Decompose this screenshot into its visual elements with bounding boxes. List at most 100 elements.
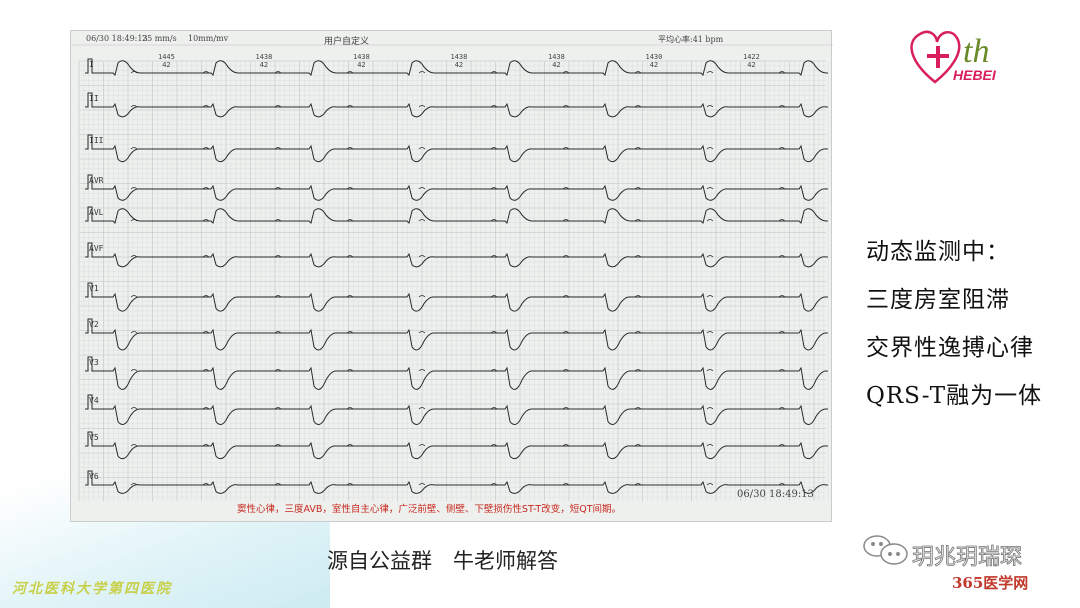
p-wave — [346, 444, 354, 447]
p-wave — [130, 147, 138, 150]
p-wave — [202, 105, 210, 108]
p-wave — [130, 407, 138, 410]
p-wave — [130, 255, 138, 258]
p-wave — [274, 331, 282, 334]
p-wave — [634, 331, 642, 334]
rr-hr: 42 — [357, 61, 366, 69]
svg-text:th: th — [963, 33, 989, 70]
rr-interval-label: 1422 42 — [743, 53, 760, 69]
p-wave — [634, 483, 642, 486]
p-wave — [202, 331, 210, 334]
ecg-trace-avl — [85, 206, 828, 224]
rr-ms: 1445 — [158, 53, 175, 61]
ecg-end-datetime: 06/30 18:49:13 — [737, 489, 814, 500]
rr-interval-label: 1438 42 — [353, 53, 370, 69]
p-wave — [490, 444, 498, 447]
p-wave — [130, 369, 138, 372]
p-wave — [274, 295, 282, 298]
p-wave — [202, 71, 210, 74]
p-wave — [202, 444, 210, 447]
p-wave — [778, 219, 786, 222]
wechat-icon — [863, 535, 908, 565]
lead-label-v2: V2 — [89, 320, 99, 329]
p-wave — [418, 444, 426, 447]
p-wave — [490, 255, 498, 258]
side-note: 动态监测中： — [866, 239, 1010, 265]
rr-ms: 1422 — [743, 53, 760, 61]
p-wave — [418, 255, 426, 258]
ecg-mode: 用户自定义 — [324, 37, 370, 47]
p-wave — [274, 105, 282, 108]
p-wave — [346, 187, 354, 190]
lead-label-avr: AVR — [89, 176, 104, 185]
p-wave — [202, 295, 210, 298]
ecg-speed: 25 mm/s — [142, 34, 177, 43]
p-wave — [490, 483, 498, 486]
ecg-diagnosis: 窦性心律，三度AVB，室性自主心律，广泛前壁、侧壁、下壁损伤性ST-T改变，短Q… — [237, 504, 622, 515]
p-wave — [562, 295, 570, 298]
rr-interval-label: 1445 42 — [158, 53, 175, 69]
ecg-trace-v5 — [85, 431, 828, 460]
p-wave — [706, 219, 714, 222]
side-note: QRS-T融为一体 — [866, 383, 1043, 409]
p-wave — [778, 105, 786, 108]
ecg-avg-hr: 平均心率:41 bpm — [658, 35, 724, 44]
rr-interval-label: 1438 42 — [256, 53, 273, 69]
p-wave — [274, 444, 282, 447]
p-wave — [562, 105, 570, 108]
p-wave — [130, 444, 138, 447]
ecg-trace-v2 — [85, 318, 828, 351]
rr-hr: 42 — [649, 61, 659, 69]
p-wave — [778, 147, 786, 150]
p-wave — [202, 255, 210, 258]
p-wave — [418, 105, 426, 108]
p-wave — [706, 483, 714, 486]
lead-label-v3: V3 — [89, 358, 99, 367]
p-wave — [274, 255, 282, 258]
p-wave — [274, 483, 282, 486]
ecg-trace-v3 — [85, 356, 828, 390]
p-wave — [346, 369, 354, 372]
p-wave — [490, 187, 498, 190]
ecg-trace-ii — [85, 92, 828, 118]
p-wave — [706, 71, 714, 74]
p-wave — [130, 483, 138, 486]
p-wave — [130, 187, 138, 190]
p-wave — [418, 219, 426, 222]
p-wave — [130, 105, 138, 108]
p-wave — [346, 331, 354, 334]
lead-label-avf: AVF — [89, 244, 104, 253]
p-wave — [274, 71, 282, 74]
lead-label-i: I — [89, 60, 94, 69]
p-wave — [634, 147, 642, 150]
p-wave — [490, 71, 498, 74]
hospital-logo: th HEBEI — [910, 30, 997, 84]
p-wave — [706, 331, 714, 334]
logo-subtitle: HEBEI — [953, 67, 997, 83]
p-wave — [490, 147, 498, 150]
p-wave — [562, 255, 570, 258]
p-wave — [778, 444, 786, 447]
p-wave — [634, 255, 642, 258]
rr-hr: 42 — [747, 61, 756, 69]
ecg-trace-v4 — [85, 394, 828, 426]
rr-hr: 42 — [552, 61, 561, 69]
p-wave — [274, 147, 282, 150]
p-wave — [274, 407, 282, 410]
lead-label-iii: III — [89, 136, 104, 145]
p-wave — [490, 105, 498, 108]
p-wave — [202, 369, 210, 372]
rr-hr: 42 — [454, 61, 464, 69]
p-wave — [562, 147, 570, 150]
ecg-trace-i — [85, 58, 828, 76]
lead-label-v5: V5 — [89, 433, 99, 442]
p-wave — [274, 369, 282, 372]
p-wave — [706, 105, 714, 108]
rr-ms: 1438 — [255, 53, 273, 61]
p-wave — [490, 407, 498, 410]
p-wave — [706, 147, 714, 150]
p-wave — [778, 295, 786, 298]
rr-ms: 1438 — [548, 53, 565, 61]
p-wave — [130, 71, 138, 74]
rr-ms: 1438 — [353, 53, 370, 61]
